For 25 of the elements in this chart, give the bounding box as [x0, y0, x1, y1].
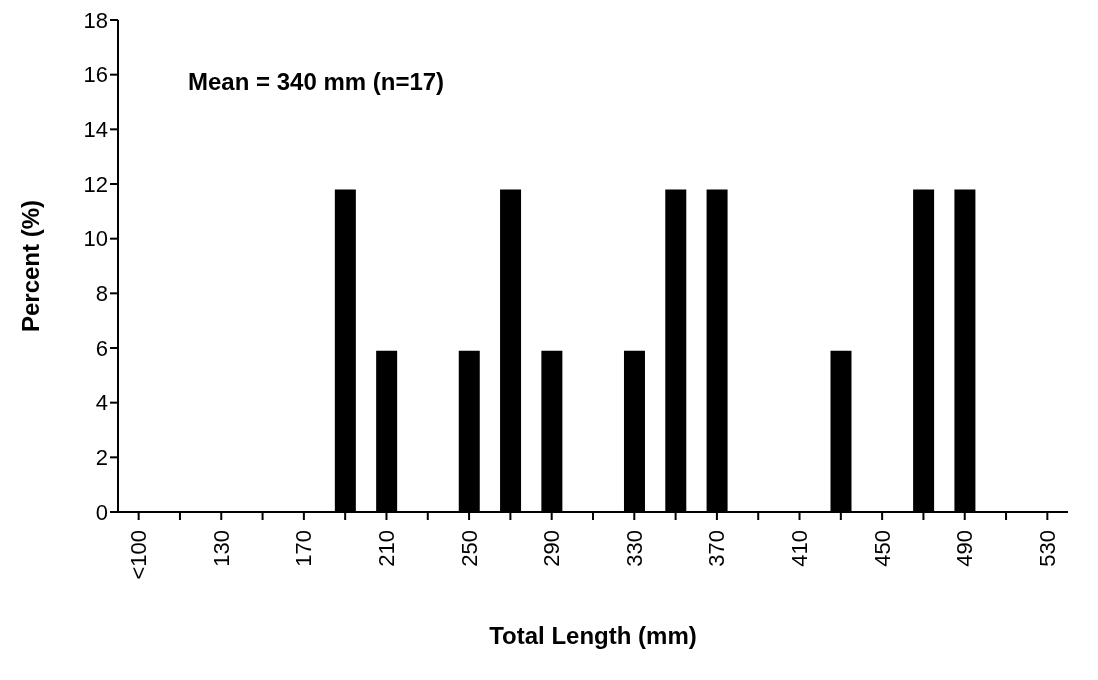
x-tick-label: 210	[373, 530, 399, 567]
y-tick-label: 8	[95, 281, 108, 307]
x-tick-label: 250	[456, 530, 482, 567]
x-tick-label: 330	[621, 530, 647, 567]
y-tick-label: 18	[83, 7, 108, 33]
x-tick-label: 130	[208, 530, 234, 567]
x-tick-label: 490	[952, 530, 978, 567]
y-tick-label: 12	[83, 171, 108, 197]
y-tick-label: 10	[83, 226, 108, 252]
y-tick-label: 16	[83, 62, 108, 88]
y-tick-label: 14	[83, 117, 108, 143]
y-axis-title: Percent (%)	[16, 199, 44, 333]
x-tick-label: 410	[787, 530, 813, 567]
y-tick-label: 6	[95, 335, 108, 361]
x-tick-label: 450	[869, 530, 895, 567]
y-tick-label: 2	[95, 445, 108, 471]
x-tick-label: <100	[126, 530, 152, 580]
x-tick-label: 170	[291, 530, 317, 567]
x-tick-label: 530	[1034, 530, 1060, 567]
annotation: Mean = 340 mm (n=17)	[188, 68, 445, 96]
x-axis-title: Total Length (mm)	[489, 622, 697, 649]
y-tick-label: 0	[95, 499, 108, 525]
x-tick-label: 370	[704, 530, 730, 567]
x-tick-label: 290	[539, 530, 565, 567]
y-tick-label: 4	[95, 390, 108, 416]
